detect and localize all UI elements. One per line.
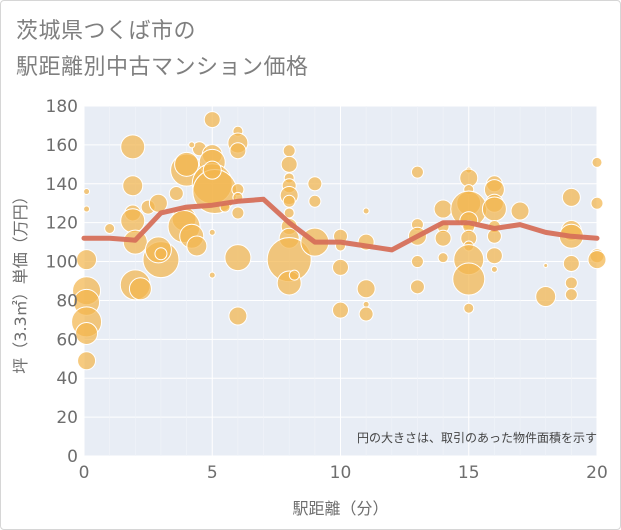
bubble-point (203, 111, 221, 129)
bubble-point (77, 351, 97, 371)
y-tick-label: 60 (56, 330, 78, 350)
bubble-point (332, 258, 349, 276)
bubble-point (229, 142, 247, 160)
average-price-line (81, 196, 600, 253)
bubble-point (564, 288, 578, 302)
y-axis-ticks: 0 20 40 60 80 100 120 140 160 180 (46, 97, 78, 467)
bubble-point (485, 247, 503, 265)
bubble-point (490, 265, 498, 273)
bubble-point (410, 255, 424, 269)
bubble-point (154, 247, 168, 261)
bubble-point (168, 186, 184, 201)
chart-title-line-2: 駅距離別中古マンション価格 (16, 55, 309, 80)
bubble-point (283, 207, 295, 219)
x-tick-label: 0 (79, 463, 90, 483)
bubble-point (104, 223, 116, 234)
bubble-point (332, 301, 349, 319)
x-tick-label: 20 (586, 463, 608, 483)
y-tick-label: 80 (56, 291, 78, 311)
bubble-point (433, 199, 453, 219)
bubble-point (564, 276, 578, 290)
bubble-point (481, 196, 507, 222)
bubble-point (434, 229, 452, 247)
bubble-point (228, 306, 248, 326)
y-tick-label: 120 (46, 214, 78, 234)
x-axis-ticks: 0 5 10 15 20 (79, 463, 608, 483)
bubble-point (128, 277, 152, 301)
y-tick-label: 100 (46, 253, 78, 273)
bubble-point (288, 269, 300, 281)
bubble-point (122, 175, 144, 197)
x-tick-label: 10 (330, 463, 352, 483)
bubble-point (174, 151, 200, 177)
x-tick-label: 5 (207, 463, 218, 483)
bubble-point (561, 187, 581, 207)
bubble-point (307, 176, 323, 192)
bubble-point (75, 322, 99, 345)
bubble-point (231, 206, 245, 220)
bubble-point (202, 160, 222, 180)
bubble-point (308, 194, 322, 208)
bubble-size-note: 円の大きさは、取引のあった物件面積を示す (356, 431, 597, 445)
bubble-point (409, 279, 425, 295)
y-tick-label: 20 (56, 408, 78, 428)
bubble-point (186, 235, 208, 257)
bubble-point (587, 250, 607, 270)
bubble-point (208, 271, 216, 279)
x-axis-label: 駅距離（分） (292, 499, 388, 518)
bubble-point (76, 249, 98, 271)
bubble-point (120, 208, 146, 234)
bubble-point (83, 188, 91, 196)
bubble-point (463, 302, 475, 314)
y-axis-label: 坪（3.3㎡）単価（万円） (11, 188, 30, 373)
bubble-point (282, 194, 296, 208)
chart-title: 茨城県つくば市の 駅距離別中古マンション価格 (16, 14, 309, 86)
bubble-point (83, 205, 91, 213)
bubble-point (543, 262, 549, 268)
bubble-point (120, 134, 146, 160)
bubble-point (590, 196, 604, 210)
bubble-point (362, 300, 370, 308)
bubble-point (410, 165, 424, 179)
chart-title-line-1: 茨城県つくば市の (16, 19, 197, 44)
y-tick-label: 140 (46, 175, 78, 195)
bubble-point (452, 262, 486, 296)
grid-lines (83, 105, 598, 457)
y-tick-label: 180 (46, 97, 78, 117)
bubble-point (280, 155, 298, 173)
bubble-point (486, 228, 502, 244)
bubble-point (535, 286, 557, 308)
y-tick-label: 40 (56, 369, 78, 389)
bubble-point (282, 144, 296, 158)
bubble-point (437, 252, 449, 264)
y-tick-label: 0 (67, 447, 78, 467)
bubble-point (591, 156, 603, 168)
bubble-point (356, 279, 376, 299)
bubble-point (358, 306, 374, 322)
bubble-point (188, 141, 196, 149)
bubble-point (224, 244, 252, 272)
bubble-point (208, 228, 216, 236)
bubble-point (362, 207, 370, 215)
x-tick-label: 15 (458, 463, 480, 483)
y-tick-label: 160 (46, 136, 78, 156)
bubble-point (562, 255, 580, 272)
bubble-point (510, 201, 530, 221)
